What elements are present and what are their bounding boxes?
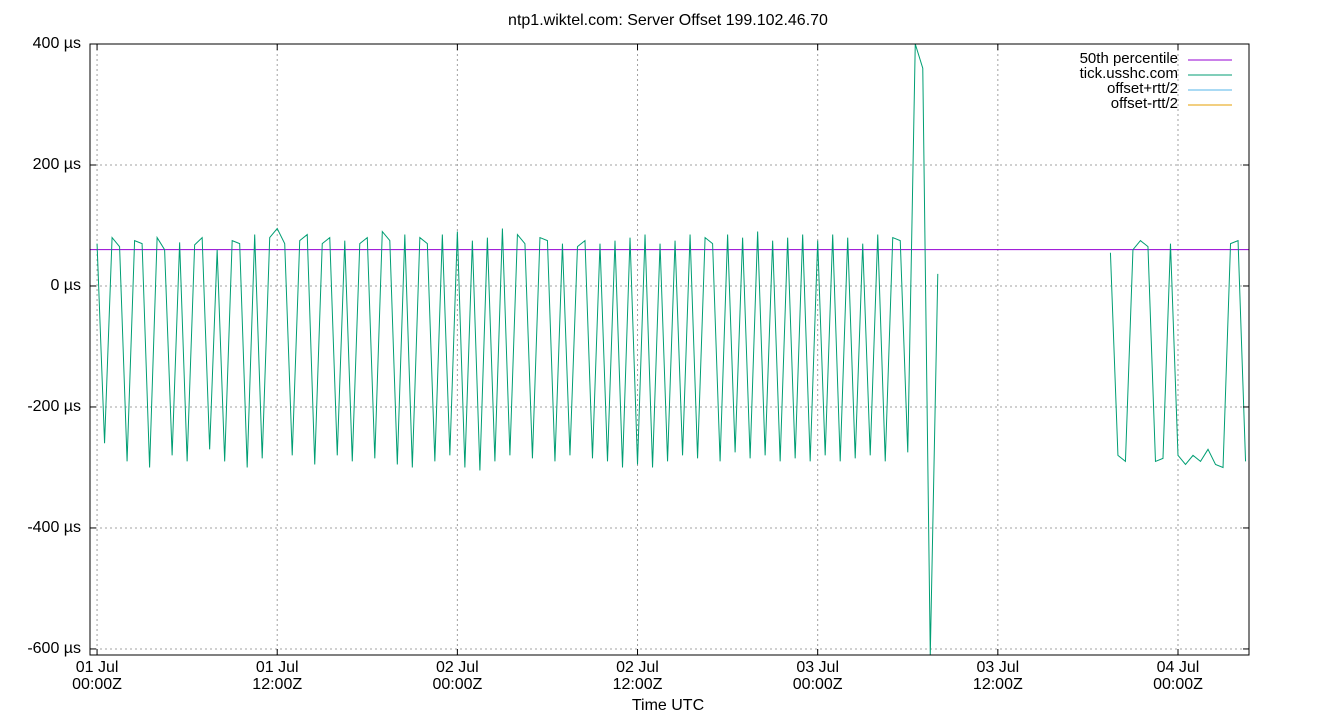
plot-frame (89, 43, 1250, 656)
legend-label: offset+rtt/2 (1107, 80, 1178, 97)
y-tick-label: -600 µs (27, 640, 81, 657)
x-tick-label: 03 Jul 12:00Z (973, 659, 1023, 693)
x-tick-label: 03 Jul 00:00Z (793, 659, 843, 693)
y-tick-label: 400 µs (33, 35, 81, 52)
legend-label: 50th percentile (1080, 50, 1178, 67)
y-tick-label: 200 µs (33, 156, 81, 173)
x-tick-label: 02 Jul 12:00Z (613, 659, 663, 693)
y-tick-label: 0 µs (50, 277, 81, 294)
axes: 400 µs 200 µs 0 µs -200 µs -400 µs -600 µs 01 … (27, 35, 1249, 693)
x-tick-label: 01 Jul 12:00Z (252, 659, 302, 693)
x-tick-label: 04 Jul 00:00Z (1153, 659, 1203, 693)
legend-label: tick.usshc.com (1080, 65, 1178, 82)
series-line (96, 44, 1247, 655)
y-tick-label: -200 µs (27, 398, 81, 415)
chart-title: ntp1.wiktel.com: Server Offset 199.102.4… (508, 12, 828, 29)
plot-area (90, 44, 1249, 655)
legend-label: offset-rtt/2 (1111, 95, 1178, 112)
y-tick-label: -400 µs (27, 519, 81, 536)
x-tick-label: 01 Jul 00:00Z (72, 659, 122, 693)
x-axis-label: Time UTC (632, 697, 704, 714)
x-tick-label: 02 Jul 00:00Z (432, 659, 482, 693)
legend: 50th percentiletick.usshc.comoffset+rtt/… (1080, 50, 1232, 112)
